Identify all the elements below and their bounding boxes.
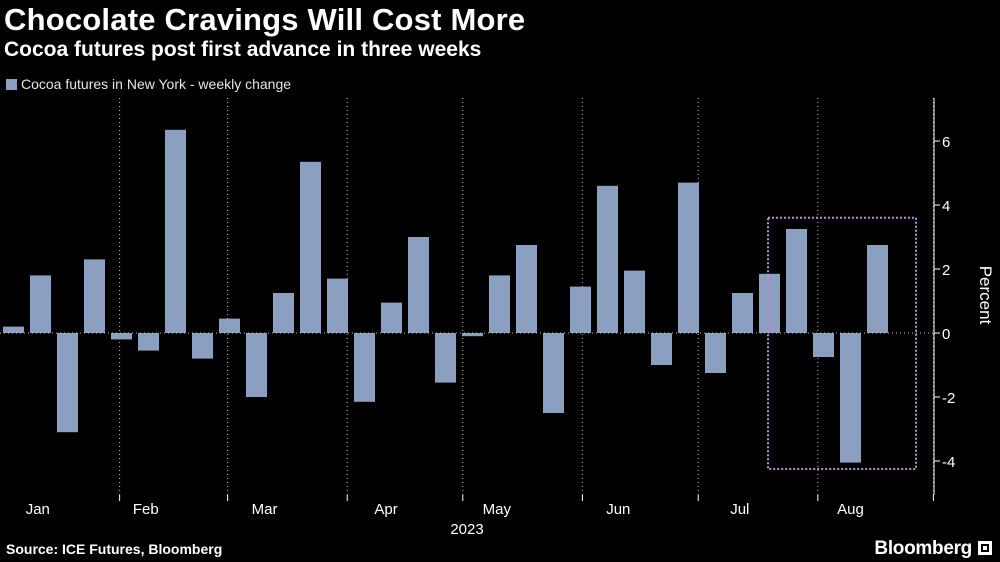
x-axis-label: 2023 [450, 521, 483, 538]
bar [300, 161, 321, 333]
x-tick-label: Apr [374, 501, 397, 518]
bar [111, 333, 132, 340]
bar [84, 259, 105, 333]
bar [57, 333, 78, 433]
source-note: Source: ICE Futures, Bloomberg [6, 541, 223, 557]
bar [246, 333, 267, 397]
bar [678, 182, 699, 333]
bar [489, 275, 510, 333]
x-tick-label: Feb [133, 501, 159, 518]
x-tick-label: Jun [606, 501, 630, 518]
legend-label: Cocoa futures in New York - weekly chang… [21, 76, 292, 92]
bar [192, 333, 213, 359]
bar [516, 245, 537, 333]
bar [138, 333, 159, 351]
x-tick-label: Jan [26, 501, 50, 518]
bloomberg-mark-icon [978, 541, 992, 555]
legend-swatch [6, 78, 17, 90]
chart-subtitle: Cocoa futures post first advance in thre… [4, 38, 482, 61]
y-tick-label: 4 [942, 198, 950, 215]
bloomberg-logo: Bloomberg [874, 538, 972, 559]
y-axis-label: Percent [976, 266, 995, 325]
bar [327, 278, 348, 333]
bar [273, 293, 294, 333]
y-tick-label: 0 [942, 326, 950, 343]
bar [381, 302, 402, 333]
bar [651, 333, 672, 365]
bar [354, 333, 375, 402]
legend: Cocoa futures in New York - weekly chang… [6, 76, 291, 92]
bar [462, 333, 483, 337]
x-tick-label: Jul [730, 501, 749, 518]
bar [786, 229, 807, 333]
x-tick-label: Mar [252, 501, 278, 518]
bar [813, 333, 834, 357]
chart-title: Chocolate Cravings Will Cost More [4, 2, 526, 37]
y-tick-label: -4 [942, 454, 955, 471]
x-tick-label: Aug [837, 501, 864, 518]
bar [543, 333, 564, 413]
bar [705, 333, 726, 373]
bar [759, 273, 780, 333]
bar [219, 318, 240, 333]
bar [408, 237, 429, 333]
highlight-box [767, 216, 917, 470]
bar [624, 270, 645, 333]
bar [597, 185, 618, 333]
y-tick-label: 2 [942, 262, 950, 279]
bar [30, 275, 51, 333]
bar [165, 129, 186, 333]
y-tick-label: -2 [942, 390, 955, 407]
x-tick-label: May [483, 501, 512, 518]
bar [435, 333, 456, 383]
bar [840, 333, 861, 463]
y-tick-label: 6 [942, 134, 950, 151]
bar [570, 286, 591, 333]
bar [3, 326, 24, 333]
bar [732, 293, 753, 333]
bar [867, 245, 888, 333]
